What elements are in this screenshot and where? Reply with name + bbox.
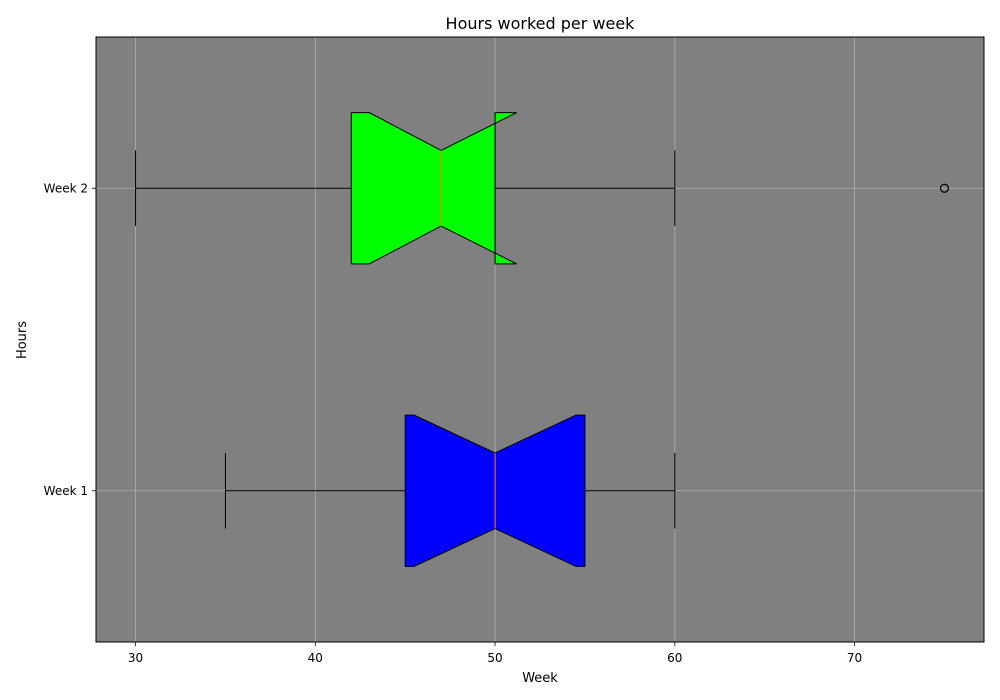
box-body bbox=[350, 112, 517, 265]
x-tick-label: 40 bbox=[308, 651, 323, 665]
box-week-1 bbox=[224, 414, 676, 567]
x-tick-label: 70 bbox=[847, 651, 862, 665]
box-week-2 bbox=[135, 112, 950, 265]
x-tick-label: 30 bbox=[128, 651, 143, 665]
boxes bbox=[135, 112, 950, 567]
chart-title: Hours worked per week bbox=[446, 14, 636, 33]
outlier-point bbox=[939, 183, 950, 193]
y-tick-label: Week 1 bbox=[44, 484, 88, 498]
x-axis-label: Week bbox=[522, 671, 558, 686]
y-tick-label: Week 2 bbox=[44, 181, 88, 195]
x-tick-label: 60 bbox=[667, 651, 682, 665]
ticks: 30 40 50 60 70 Week 1 Week 2 bbox=[44, 181, 863, 665]
plot-frame bbox=[95, 36, 985, 643]
plot-area bbox=[95, 36, 985, 643]
x-tick-label: 50 bbox=[487, 651, 502, 665]
y-axis-label: Hours bbox=[15, 321, 30, 359]
